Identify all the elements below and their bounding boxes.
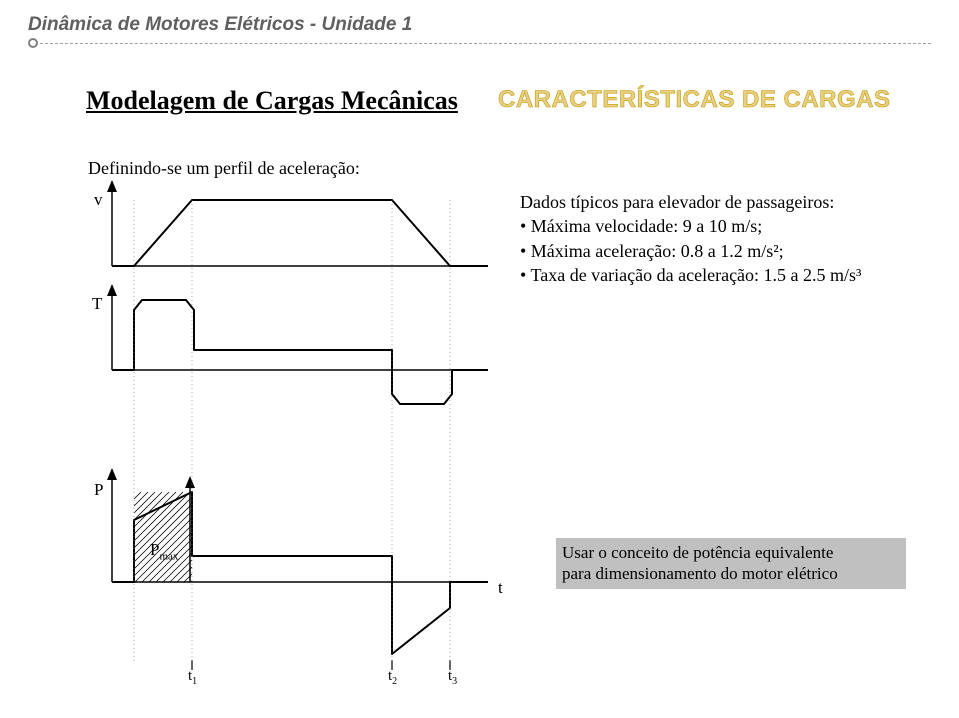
charts-svg bbox=[0, 0, 959, 718]
